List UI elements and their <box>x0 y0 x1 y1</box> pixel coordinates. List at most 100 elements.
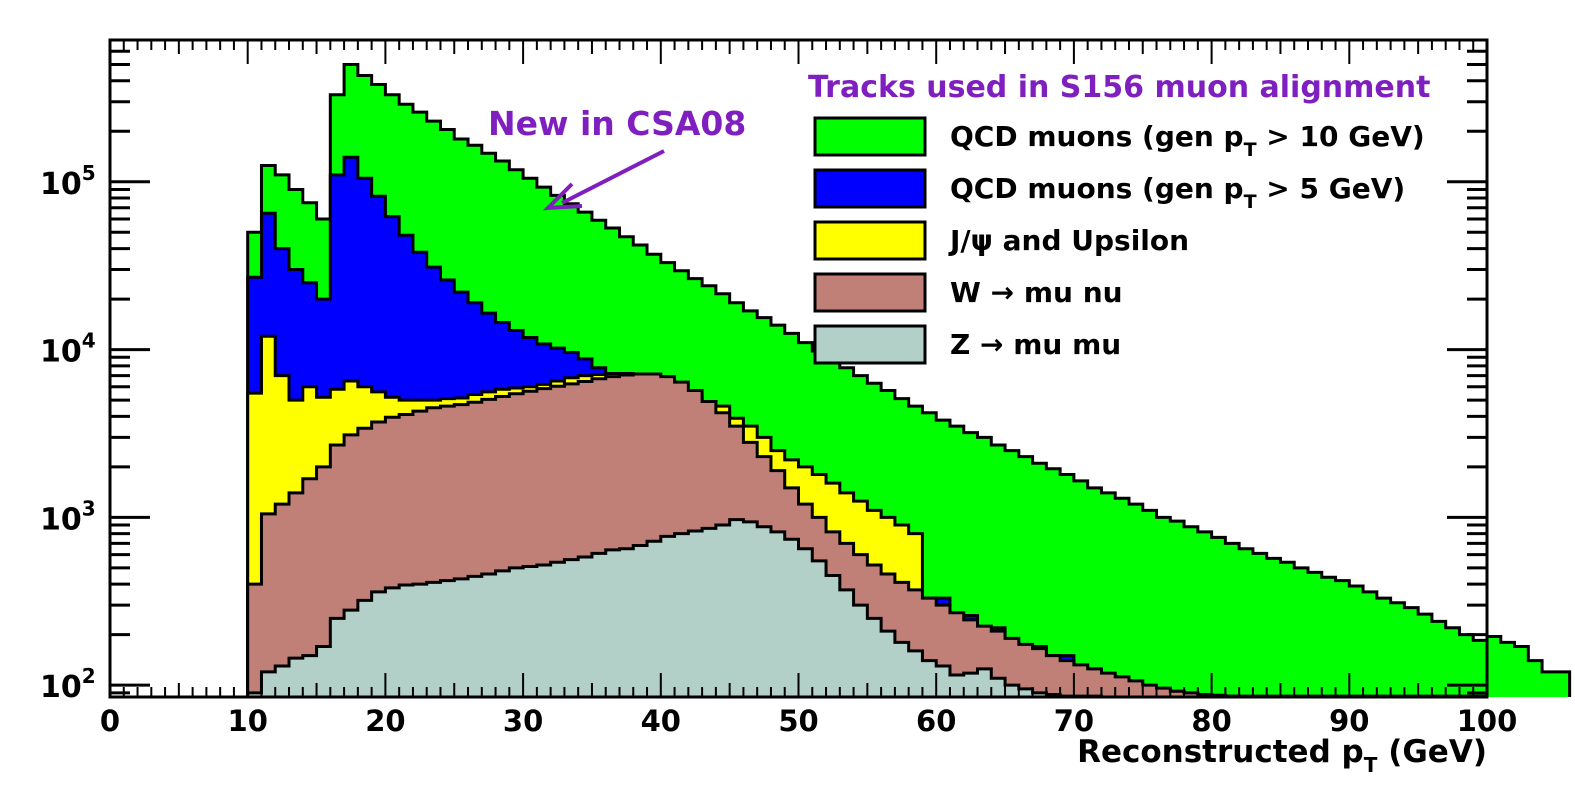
bar-qcd-muons-gen-pt-10-gev-bin-60 <box>1060 474 1075 697</box>
bar-qcd-muons-gen-pt-10-gev-bin-75 <box>1266 558 1282 697</box>
bar-qcd-muons-gen-pt-10-gev-bin-69 <box>1184 526 1199 697</box>
legend-entry-j-and-upsilon: J/ψ and Upsilon <box>813 220 1189 261</box>
series-z-mu-mu <box>246 518 1103 698</box>
axis-ticks-layer <box>109 38 1488 697</box>
bar-w-mu-nu-bin-56 <box>1005 638 1020 697</box>
legend-label-main: J/ψ and Upsilon <box>948 224 1189 257</box>
bar-z-mu-mu-bin-44 <box>839 589 855 697</box>
bar-z-mu-mu-bin-38 <box>757 526 772 697</box>
x-axis-label-subscript: T <box>1364 753 1378 777</box>
x-tick-label-40: 40 <box>641 704 681 738</box>
bar-w-mu-nu-bin-63 <box>1101 673 1116 697</box>
y-tick-label-base: 10 <box>40 167 82 202</box>
y-tick-label-10-4: 104 <box>40 329 96 370</box>
legend-swatch-j-and-upsilon <box>813 220 927 261</box>
bar-z-mu-mu-bin-27 <box>605 549 621 697</box>
legend-swatch-qcd-muons-gen-pt-5-gev <box>813 168 927 209</box>
bar-z-mu-mu-bin-17 <box>468 576 483 697</box>
bar-z-mu-mu-bin-20 <box>509 567 524 697</box>
bar-z-mu-mu-bin-52 <box>949 674 965 697</box>
bar-z-mu-mu-bin-31 <box>660 536 676 697</box>
annotation-arrow-line <box>561 149 665 205</box>
legend-entry-w-mu-nu: W → mu nu <box>813 272 1123 313</box>
bar-z-mu-mu-bin-6 <box>316 646 331 697</box>
bar-qcd-muons-gen-pt-10-gev-bin-61 <box>1073 480 1089 697</box>
bar-qcd-muons-gen-pt-10-gev-bin-88 <box>1445 627 1461 697</box>
bar-z-mu-mu-bin-34 <box>702 528 717 697</box>
y-tick-label-exponent: 5 <box>82 161 96 185</box>
bar-qcd-muons-gen-pt-10-gev-bin-59 <box>1046 468 1061 697</box>
bar-qcd-muons-gen-pt-10-gev-bin-91 <box>1487 636 1502 697</box>
bar-qcd-muons-gen-pt-10-gev-bin-83 <box>1376 598 1392 697</box>
bar-z-mu-mu-bin-28 <box>619 548 634 697</box>
bar-z-mu-mu-bin-7 <box>330 618 345 697</box>
bar-qcd-muons-gen-pt-10-gev-bin-67 <box>1156 517 1171 697</box>
bar-z-mu-mu-bin-40 <box>784 539 800 697</box>
bar-w-mu-nu-bin-68 <box>1170 691 1185 697</box>
legend-swatch-z-mu-mu <box>813 324 927 365</box>
annotation-arrow-head <box>542 182 583 211</box>
legend-label-j-and-upsilon: J/ψ and Upsilon <box>948 224 1189 257</box>
bar-z-mu-mu-bin-4 <box>289 658 304 697</box>
bar-z-mu-mu-bin-43 <box>826 575 841 697</box>
bar-qcd-muons-gen-pt-10-gev-bin-70 <box>1197 531 1213 697</box>
bar-qcd-muons-gen-pt-10-gev-bin-56 <box>1005 450 1020 697</box>
y-tick-label-exponent: 2 <box>82 664 96 688</box>
bar-z-mu-mu-bin-30 <box>647 541 662 697</box>
legend-label-main: W → mu nu <box>950 276 1123 309</box>
bar-z-mu-mu-bin-9 <box>357 600 373 697</box>
bar-z-mu-mu-bin-37 <box>743 521 758 697</box>
bar-z-mu-mu-bin-46 <box>867 618 882 697</box>
series-outline-z-mu-mu <box>246 518 1103 698</box>
bar-w-mu-nu-bin-57 <box>1018 644 1034 697</box>
bar-z-mu-mu-bin-32 <box>674 533 689 697</box>
bar-qcd-muons-gen-pt-10-gev-bin-68 <box>1170 521 1185 697</box>
x-axis-label-main: Reconstructed p <box>1077 734 1364 770</box>
legend-items: QCD muons (gen pT > 10 GeV) QCD muons (ge… <box>813 116 1425 365</box>
x-tick-label-80: 80 <box>1191 704 1231 738</box>
bar-qcd-muons-gen-pt-10-gev-bin-73 <box>1239 548 1254 697</box>
bar-qcd-muons-gen-pt-10-gev-bin-64 <box>1115 498 1130 697</box>
bar-qcd-muons-gen-pt-10-gev-bin-93 <box>1514 646 1529 697</box>
bar-z-mu-mu-bin-57 <box>1018 688 1034 697</box>
bar-qcd-muons-gen-pt-10-gev-bin-82 <box>1363 591 1378 697</box>
legend-entry-qcd-muons-gen-pt-10-gev: QCD muons (gen pT > 10 GeV) <box>813 116 1425 161</box>
legend-label-subscript: T <box>1244 139 1257 161</box>
series-outline-w-mu-nu <box>246 372 1241 698</box>
bar-qcd-muons-gen-pt-10-gev-bin-65 <box>1128 504 1144 697</box>
bar-w-mu-nu-bin-60 <box>1060 660 1075 697</box>
bar-w-mu-nu-bin-59 <box>1046 655 1061 697</box>
histogram-bars-layer <box>246 63 1572 698</box>
legend-label-suffix: > 10 GeV) <box>1257 120 1425 153</box>
bar-z-mu-mu-bin-53 <box>963 673 979 697</box>
y-tick-label-base: 10 <box>40 502 82 537</box>
bar-z-mu-mu-bin-55 <box>991 678 1006 697</box>
x-tick-label-60: 60 <box>916 704 956 738</box>
bar-qcd-muons-gen-pt-10-gev-bin-85 <box>1404 607 1419 697</box>
bar-w-mu-nu-bin-66 <box>1142 685 1158 697</box>
x-tick-label-70: 70 <box>1054 704 1094 738</box>
bar-z-mu-mu-bin-25 <box>578 557 593 697</box>
bar-w-mu-nu-bin-2 <box>261 513 276 697</box>
bar-z-mu-mu-bin-54 <box>977 668 992 697</box>
legend-label-w-mu-nu: W → mu nu <box>950 276 1123 309</box>
bar-z-mu-mu-bin-29 <box>633 545 648 697</box>
legend-entry-qcd-muons-gen-pt-5-gev: QCD muons (gen pT > 5 GeV) <box>813 168 1406 213</box>
bar-qcd-muons-gen-pt-10-gev-bin-84 <box>1390 602 1405 697</box>
bar-z-mu-mu-bin-56 <box>1005 685 1020 697</box>
bar-z-mu-mu-bin-2 <box>261 671 276 697</box>
legend-label-main: Z → mu mu <box>950 328 1121 361</box>
bar-z-mu-mu-bin-39 <box>770 531 786 697</box>
bar-z-mu-mu-bin-15 <box>440 580 455 697</box>
series-outline-qcd-muons-gen-pt-10-gev <box>246 63 1572 697</box>
legend-label-suffix: > 5 GeV) <box>1257 172 1406 205</box>
bar-qcd-muons-gen-pt-10-gev-bin-79 <box>1321 577 1337 697</box>
bar-w-mu-nu-bin-61 <box>1073 664 1089 697</box>
bar-w-mu-nu-bin-64 <box>1115 676 1130 697</box>
bar-z-mu-mu-bin-24 <box>564 559 579 697</box>
legend-label-subscript: T <box>1244 191 1257 213</box>
x-tick-label-100: 100 <box>1457 704 1518 738</box>
bar-z-mu-mu-bin-14 <box>426 582 442 697</box>
